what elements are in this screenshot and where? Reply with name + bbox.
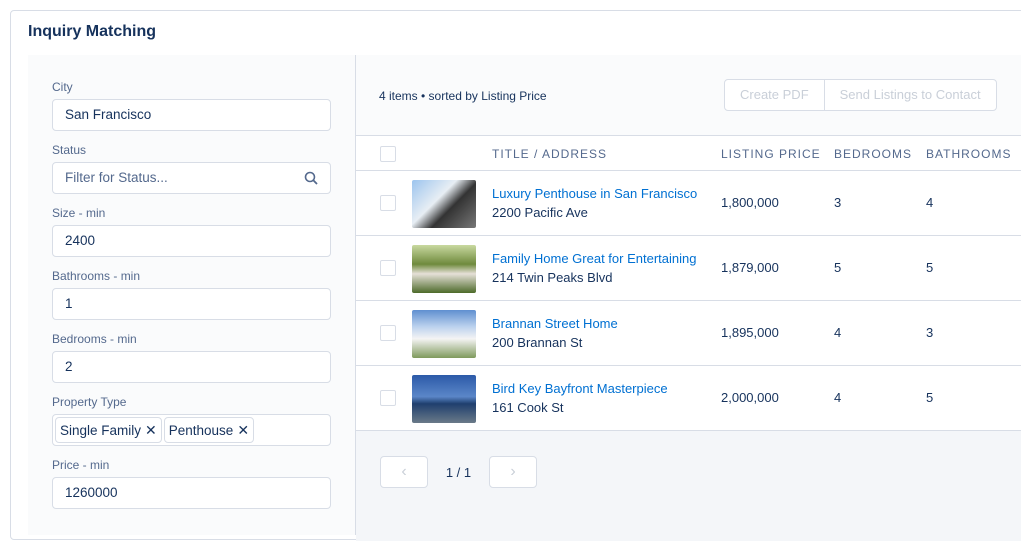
table-row: Bird Key Bayfront Masterpiece 161 Cook S… (356, 366, 1021, 431)
city-field: City San Francisco (52, 80, 331, 131)
inquiry-matching-card: Inquiry Matching City San Francisco Statu… (10, 10, 1021, 541)
bathrooms-min-input[interactable]: 1 (52, 288, 331, 320)
bathrooms-min-field: Bathrooms - min 1 (52, 269, 331, 320)
table-row: Luxury Penthouse in San Francisco 2200 P… (356, 171, 1021, 236)
city-input[interactable]: San Francisco (52, 99, 331, 131)
listing-thumbnail (412, 180, 476, 228)
card-title: Inquiry Matching (28, 23, 156, 40)
size-min-label: Size - min (52, 206, 106, 220)
prev-page-button[interactable]: ‹ (380, 456, 428, 488)
pill-penthouse: Penthouse ✕ (163, 417, 255, 443)
listing-title-link[interactable]: Luxury Penthouse in San Francisco (492, 186, 698, 201)
city-label: City (52, 80, 73, 94)
next-page-button[interactable]: › (489, 456, 537, 488)
bedrooms-min-input[interactable]: 2 (52, 351, 331, 383)
listing-thumbnail (412, 245, 476, 293)
close-icon[interactable]: ✕ (145, 422, 157, 438)
row-checkbox[interactable] (380, 260, 396, 276)
price-min-field: Price - min 1260000 (52, 458, 331, 509)
status-label: Status (52, 143, 87, 157)
listing-title-link[interactable]: Family Home Great for Entertaining (492, 251, 697, 266)
listings-table: TITLE / ADDRESS LISTING PRICE BEDROOMS B… (356, 135, 1021, 431)
listing-price: 2,000,000 (721, 390, 779, 405)
listing-bedrooms: 4 (834, 325, 842, 340)
status-placeholder: Filter for Status... (65, 170, 168, 185)
filter-panel: City San Francisco Status Filter for Statu… (28, 55, 355, 535)
price-min-input[interactable]: 1260000 (52, 477, 331, 509)
col-bathrooms[interactable]: BATHROOMS (926, 147, 1012, 161)
select-all-checkbox[interactable] (380, 146, 396, 162)
listing-title-link[interactable]: Bird Key Bayfront Masterpiece (492, 381, 668, 396)
bedrooms-min-label: Bedrooms - min (52, 332, 137, 346)
listing-bedrooms: 3 (834, 195, 842, 210)
send-listings-button[interactable]: Send Listings to Contact (823, 80, 996, 110)
search-icon (304, 171, 318, 185)
listing-title-link[interactable]: Brannan Street Home (492, 316, 618, 331)
close-icon[interactable]: ✕ (237, 422, 250, 438)
col-title[interactable]: TITLE / ADDRESS (492, 147, 608, 161)
pill-label: Single Family (60, 423, 142, 438)
pagination: ‹ 1 / 1 › (380, 456, 537, 488)
listing-bedrooms: 5 (834, 260, 842, 275)
results-panel: 4 items • sorted by Listing Price Create… (355, 55, 1021, 541)
results-info: 4 items • sorted by Listing Price (379, 89, 547, 103)
listing-thumbnail (412, 310, 476, 358)
row-checkbox[interactable] (380, 325, 396, 341)
listing-bathrooms: 3 (926, 325, 934, 340)
col-price[interactable]: LISTING PRICE (721, 147, 821, 161)
pill-label: Penthouse (168, 423, 234, 438)
price-min-label: Price - min (52, 458, 110, 472)
property-type-input[interactable]: Single Family ✕ Penthouse ✕ (52, 414, 331, 446)
listing-bathrooms: 4 (926, 195, 934, 210)
property-type-field: Property Type Single Family ✕ Penthouse ✕ (52, 395, 331, 446)
listing-bedrooms: 4 (834, 390, 842, 405)
size-min-input[interactable]: 2400 (52, 225, 331, 257)
listing-bathrooms: 5 (926, 260, 934, 275)
bathrooms-min-label: Bathrooms - min (52, 269, 141, 283)
property-type-label: Property Type (52, 395, 127, 409)
row-checkbox[interactable] (380, 195, 396, 211)
listing-thumbnail (412, 375, 476, 423)
status-field: Status Filter for Status... (52, 143, 331, 194)
page-indicator: 1 / 1 (445, 464, 472, 480)
listing-price: 1,879,000 (721, 260, 779, 275)
table-row: Family Home Great for Entertaining 214 T… (356, 236, 1021, 301)
listing-address: 2200 Pacific Ave (492, 205, 588, 220)
status-input[interactable]: Filter for Status... (52, 162, 331, 194)
table-header: TITLE / ADDRESS LISTING PRICE BEDROOMS B… (356, 135, 1021, 171)
col-bedrooms[interactable]: BEDROOMS (834, 147, 913, 161)
listing-address: 200 Brannan St (492, 335, 583, 350)
listing-address: 214 Twin Peaks Blvd (492, 270, 613, 285)
button-group: Create PDF Send Listings to Contact (724, 79, 997, 111)
listing-bathrooms: 5 (926, 390, 934, 405)
bedrooms-min-field: Bedrooms - min 2 (52, 332, 331, 383)
row-checkbox[interactable] (380, 390, 396, 406)
pill-single-family: Single Family ✕ (55, 417, 162, 443)
size-min-field: Size - min 2400 (52, 206, 331, 257)
listing-price: 1,895,000 (721, 325, 779, 340)
create-pdf-button[interactable]: Create PDF (740, 87, 809, 102)
table-row: Brannan Street Home 200 Brannan St 1,895… (356, 301, 1021, 366)
listing-address: 161 Cook St (492, 400, 564, 415)
listing-price: 1,800,000 (721, 195, 779, 210)
